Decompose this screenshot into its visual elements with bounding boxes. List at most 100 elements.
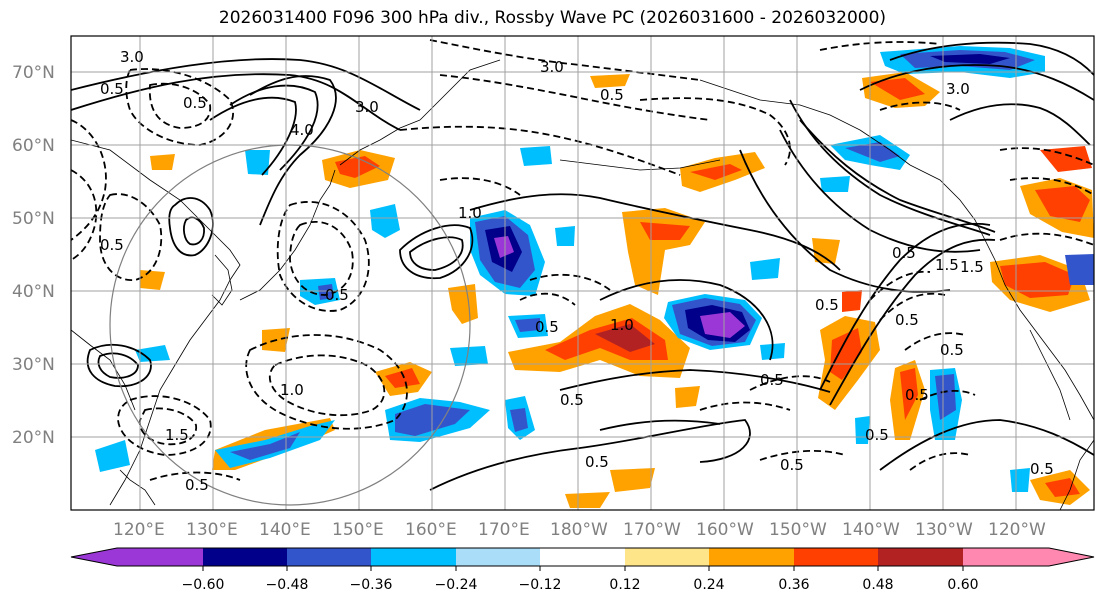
contour-label: 0.5 — [100, 236, 124, 254]
solid-contours — [71, 41, 1094, 491]
lon-label: 130°E — [186, 520, 238, 540]
colorbar-swatch — [371, 548, 456, 566]
latitude-axis: 70°N 60°N 50°N 40°N 30°N 20°N — [12, 63, 55, 448]
longitude-axis: 120°E 130°E 140°E 150°E 160°E 170°E 180°… — [113, 520, 1046, 540]
contour-positive — [399, 224, 474, 280]
div-positive-patch — [385, 368, 420, 388]
contour-negative — [879, 292, 946, 321]
contour-positive — [599, 279, 774, 361]
contour-positive — [71, 58, 421, 111]
div-negative-patch — [135, 345, 170, 362]
div-positive-patch — [335, 156, 380, 178]
div-positive-patch — [1000, 262, 1075, 298]
contour-label: 0.5 — [560, 391, 584, 409]
contour-negative — [289, 220, 354, 296]
div-positive-patch — [812, 238, 840, 264]
coastline-philippines — [119, 469, 156, 506]
highlight-circle — [109, 144, 471, 506]
contour-negative — [1009, 177, 1094, 196]
contour-label: 0.5 — [585, 453, 609, 471]
contour-label: 1.5 — [165, 426, 189, 444]
contour-negative — [919, 389, 976, 401]
div-negative-patch — [494, 236, 514, 258]
div-positive-patch — [690, 164, 742, 180]
div-negative-patch — [555, 226, 575, 246]
contour-positive — [859, 64, 1094, 101]
contour-negative — [99, 193, 163, 281]
contour-label: 0.5 — [325, 286, 349, 304]
contour-negative — [879, 101, 961, 111]
colorbar-swatch — [203, 548, 287, 566]
div-negative-patch — [700, 312, 745, 338]
colorbar-swatch — [878, 548, 963, 566]
div-negative-patch — [510, 408, 528, 432]
div-positive-patch — [675, 386, 700, 408]
contour-label: 1.0 — [458, 204, 482, 222]
div-negative-patch — [370, 204, 400, 238]
contour-negative — [429, 39, 701, 81]
contour-negative — [999, 232, 1094, 246]
contour-label: 0.5 — [185, 476, 209, 494]
contour-negative — [245, 334, 408, 430]
lon-label: 140°E — [259, 520, 311, 540]
contour-negative — [71, 119, 107, 241]
lon-label: 150°E — [332, 520, 384, 540]
contour-negative — [639, 97, 791, 166]
contour-label: 0.5 — [780, 456, 804, 474]
contour-label: 0.5 — [905, 386, 929, 404]
lon-label: 160°W — [696, 520, 754, 540]
colorbar-tick-label: −0.24 — [435, 577, 478, 593]
coastline-korea — [211, 254, 233, 306]
lon-label: 120°E — [113, 520, 165, 540]
div-positive-patch — [150, 154, 175, 170]
lat-label: 20°N — [12, 428, 55, 448]
contour-negative — [699, 401, 791, 411]
colorbar-ticks — [202, 566, 964, 571]
contour-label: 3.0 — [355, 98, 379, 116]
colorbar-tick-label: −0.36 — [350, 577, 393, 593]
contour-positive — [829, 238, 996, 406]
div-negative-patch — [845, 142, 900, 162]
contour-positive — [409, 236, 464, 271]
div-negative-patch — [230, 432, 300, 460]
colorbar-tick-label: −0.60 — [182, 577, 225, 593]
contour-negative — [519, 292, 576, 306]
coastline-china — [71, 329, 136, 411]
colorbar-outline — [70, 547, 1095, 567]
contour-positive — [739, 149, 951, 293]
lon-label: 180°W — [550, 520, 608, 540]
contour-label: 3.0 — [946, 80, 970, 98]
contour-label: 3.0 — [120, 48, 144, 66]
contour-label-group: 0.5 0.5 3.0 4.0 3.0 1.0 3.0 3.0 0.5 1.0 … — [100, 48, 1054, 494]
contour-negative — [909, 452, 971, 471]
contour-label: 0.5 — [892, 244, 916, 262]
colorbar-tick-label: −0.12 — [519, 577, 562, 593]
contour-positive — [559, 369, 831, 393]
div-negative-patch — [1010, 468, 1030, 492]
div-positive-patch — [870, 78, 925, 100]
contour-positive — [86, 343, 152, 387]
gridlines — [71, 36, 1094, 510]
contour-positive — [819, 222, 991, 391]
div-negative-patch — [750, 258, 780, 280]
lon-label: 170°E — [478, 520, 530, 540]
contour-negative — [439, 74, 711, 121]
contour-negative — [529, 273, 611, 291]
coastline-baja — [1029, 329, 1071, 421]
colorbar-extend-low — [71, 548, 117, 566]
lat-label: 60°N — [12, 136, 55, 156]
contour-negative — [117, 395, 212, 456]
contour-label: 0.5 — [895, 311, 919, 329]
colorbar-swatch — [709, 548, 794, 566]
contour-label: 4.0 — [290, 121, 314, 139]
div-positive-patch — [565, 492, 610, 508]
contour-positive — [889, 41, 1094, 76]
div-negative-patch — [245, 150, 270, 175]
contour-positive — [249, 75, 337, 226]
div-positive-patch — [1035, 186, 1090, 222]
div-negative-patch — [515, 318, 540, 332]
contour-negative — [869, 270, 931, 301]
lon-label: 150°W — [769, 520, 827, 540]
div-negative-patch — [450, 346, 488, 366]
